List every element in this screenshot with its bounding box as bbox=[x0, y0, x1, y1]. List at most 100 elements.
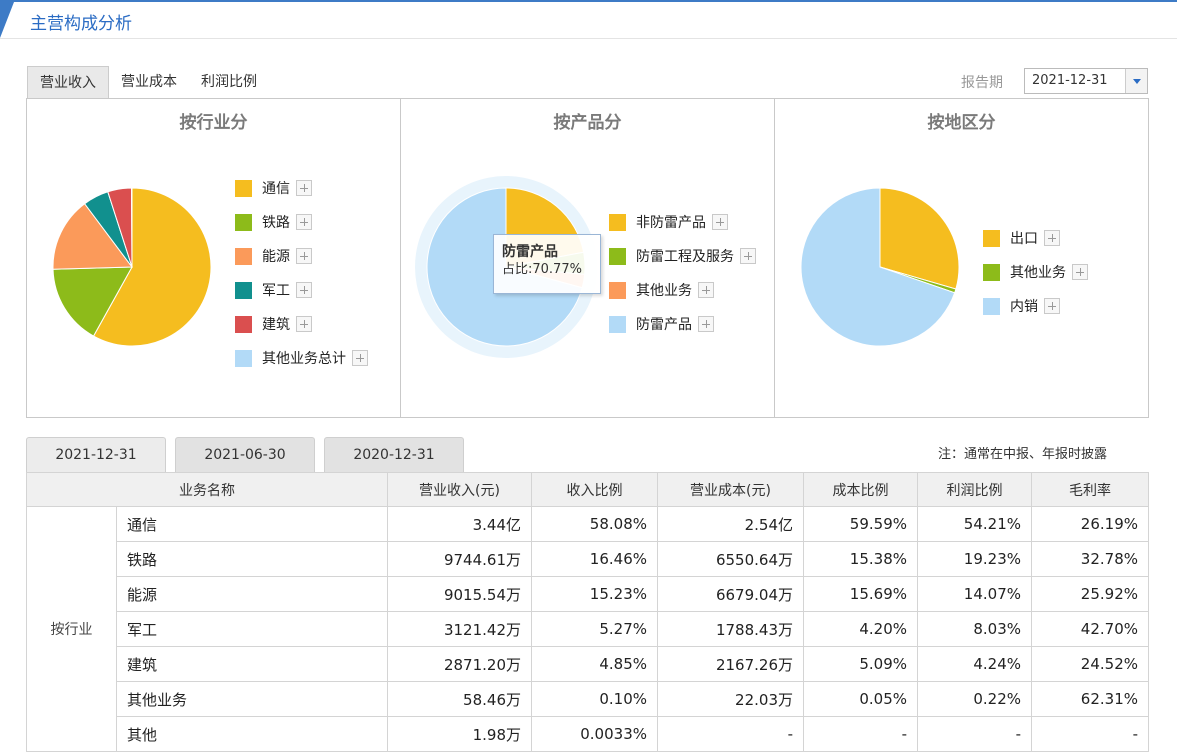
table-cell: 22.03万 bbox=[657, 681, 804, 717]
legend-swatch bbox=[235, 213, 252, 231]
col-header: 营业成本(元) bbox=[657, 472, 804, 507]
legend-swatch bbox=[983, 263, 1000, 281]
period-value: 2021-12-31 bbox=[1032, 73, 1108, 88]
legend-item[interactable]: 防雷工程及服务 bbox=[609, 239, 756, 273]
table-cell: 0.05% bbox=[803, 681, 918, 717]
expand-plus-icon[interactable] bbox=[296, 214, 312, 230]
pie-slice-1[interactable] bbox=[52, 266, 133, 337]
legend-swatch bbox=[983, 297, 1000, 315]
legend-item[interactable]: 建筑 bbox=[235, 307, 368, 341]
table-cell: - bbox=[803, 716, 918, 752]
business-name-cell: 铁路 bbox=[116, 541, 388, 577]
metric-tabs: 营业收入 营业成本 利润比例 bbox=[27, 66, 269, 98]
expand-plus-icon[interactable] bbox=[352, 350, 368, 366]
expand-plus-icon[interactable] bbox=[1044, 230, 1060, 246]
table-cell: 16.46% bbox=[531, 541, 658, 577]
panel-industry: 按行业分 通信铁路 能源 军工建筑其他业务总计 bbox=[27, 99, 401, 417]
col-header: 利润比例 bbox=[917, 472, 1032, 507]
disclosure-note: 注：通常在中报、年报时披露 bbox=[938, 447, 1108, 462]
expand-plus-icon[interactable] bbox=[712, 214, 728, 230]
pie-slice-2[interactable] bbox=[800, 187, 956, 347]
table-cell: 15.69% bbox=[803, 576, 918, 612]
table-cell: 32.78% bbox=[1031, 541, 1149, 577]
legend-item[interactable]: 其他业务总计 bbox=[235, 341, 368, 375]
tab-date-3[interactable]: 2020-12-31 bbox=[324, 437, 464, 473]
expand-plus-icon[interactable] bbox=[698, 282, 714, 298]
tab-date-1[interactable]: 2021-12-31 bbox=[26, 437, 166, 473]
legend-label: 防雷工程及服务 bbox=[636, 249, 734, 265]
legend-label: 内销 bbox=[1010, 299, 1038, 315]
panel-title: 按行业分 bbox=[179, 113, 248, 133]
table-row: 建筑 2871.20万 4.85% 2167.26万 5.09% 4.24% 24.52% bbox=[27, 646, 1149, 682]
expand-plus-icon[interactable] bbox=[740, 248, 756, 264]
pie-slice-0[interactable] bbox=[879, 187, 960, 290]
table-cell: 4.20% bbox=[803, 611, 918, 647]
legend-item[interactable]: 军工 bbox=[235, 273, 368, 307]
table-cell: 0.10% bbox=[531, 681, 658, 717]
table-cell: 9015.54万 bbox=[387, 576, 532, 612]
panel-title: 按地区分 bbox=[927, 113, 996, 133]
table-cell: 25.92% bbox=[1031, 576, 1149, 612]
legend-item[interactable]: 非防雷产品 bbox=[609, 205, 756, 239]
legend-label: 防雷产品 bbox=[636, 317, 692, 333]
table-cell: 58.08% bbox=[531, 506, 658, 542]
tooltip-title: 防雷产品 bbox=[502, 244, 558, 260]
legend-item[interactable]: 通信 bbox=[235, 171, 368, 205]
pie-tooltip: 防雷产品 占比:70.77% bbox=[493, 234, 601, 294]
period-label: 报告期 bbox=[961, 75, 1003, 91]
legend-label: 建筑 bbox=[262, 317, 290, 333]
table-row: 其他业务 58.46万 0.10% 22.03万 0.05% 0.22% 62.31% bbox=[27, 681, 1149, 717]
table-cell: - bbox=[657, 716, 804, 752]
legend-label: 通信 bbox=[262, 181, 290, 197]
table-cell: 58.46万 bbox=[387, 681, 532, 717]
legend-item[interactable]: 出口 bbox=[983, 221, 1088, 255]
legend-item[interactable]: 其他业务 bbox=[983, 255, 1088, 289]
table-cell: - bbox=[1031, 716, 1149, 752]
table-cell: 6679.04万 bbox=[657, 576, 804, 612]
col-header: 成本比例 bbox=[803, 472, 918, 507]
expand-plus-icon[interactable] bbox=[296, 316, 312, 332]
legend-item[interactable]: 内销 bbox=[983, 289, 1088, 323]
table-cell: 5.09% bbox=[803, 646, 918, 682]
table-cell: 0.22% bbox=[917, 681, 1032, 717]
section-title: 主营构成分析 bbox=[30, 14, 132, 34]
col-header: 毛利率 bbox=[1031, 472, 1149, 507]
pie-slice-2[interactable] bbox=[52, 203, 133, 270]
business-name-cell: 其他 bbox=[116, 716, 388, 752]
table-cell: 8.03% bbox=[917, 611, 1032, 647]
expand-plus-icon[interactable] bbox=[296, 248, 312, 264]
table-cell: 1.98万 bbox=[387, 716, 532, 752]
table-cell: 14.07% bbox=[917, 576, 1032, 612]
legend-swatch bbox=[235, 281, 252, 299]
legend-label: 出口 bbox=[1010, 231, 1038, 247]
expand-plus-icon[interactable] bbox=[1072, 264, 1088, 280]
period-select[interactable]: 2021-12-31 bbox=[1024, 68, 1148, 94]
business-name-cell: 军工 bbox=[116, 611, 388, 647]
tab-revenue[interactable]: 营业收入 bbox=[27, 66, 109, 98]
legend-swatch bbox=[235, 315, 252, 333]
table-cell: 1788.43万 bbox=[657, 611, 804, 647]
legend-item[interactable]: 能源 bbox=[235, 239, 368, 273]
legend-product: 非防雷产品防雷工程及服务其他业务防雷产品 bbox=[609, 205, 756, 341]
tab-cost[interactable]: 营业成本 bbox=[121, 74, 177, 90]
legend-item[interactable]: 防雷产品 bbox=[609, 307, 756, 341]
tab-date-2[interactable]: 2021-06-30 bbox=[175, 437, 315, 473]
business-name-cell: 建筑 bbox=[116, 646, 388, 682]
legend-item[interactable]: 铁路 bbox=[235, 205, 368, 239]
table-cell: 26.19% bbox=[1031, 506, 1149, 542]
table-row: 按行业 通信 3.44亿 58.08% 2.54亿 59.59% 54.21% 26.19% bbox=[26, 506, 1149, 752]
expand-plus-icon[interactable] bbox=[1044, 298, 1060, 314]
table-cell: 4.24% bbox=[917, 646, 1032, 682]
pie-slice-0[interactable] bbox=[92, 187, 212, 347]
legend-item[interactable]: 其他业务 bbox=[609, 273, 756, 307]
table-cell: 15.23% bbox=[531, 576, 658, 612]
expand-plus-icon[interactable] bbox=[296, 180, 312, 196]
col-header: 收入比例 bbox=[531, 472, 658, 507]
table-row: 铁路 9744.61万 16.46% 6550.64万 15.38% 19.23% 32.7… bbox=[27, 541, 1149, 577]
chevron-down-icon[interactable] bbox=[1125, 69, 1147, 93]
tab-profit-ratio[interactable]: 利润比例 bbox=[201, 74, 257, 90]
table-cell: 6550.64万 bbox=[657, 541, 804, 577]
expand-plus-icon[interactable] bbox=[698, 316, 714, 332]
expand-plus-icon[interactable] bbox=[296, 282, 312, 298]
table-cell: 15.38% bbox=[803, 541, 918, 577]
